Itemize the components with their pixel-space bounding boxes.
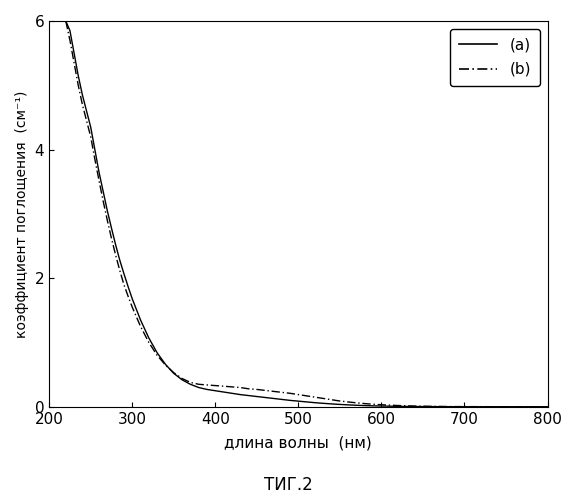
(b) [503, 404, 509, 409]
(a) [162, 362, 169, 368]
X-axis label: длина волны  (нм): длина волны (нм) [224, 435, 372, 450]
(a) [237, 392, 243, 398]
(b) [544, 404, 551, 409]
(b) [162, 362, 169, 368]
Text: ΤИГ.2: ΤИГ.2 [264, 476, 313, 494]
Line: (a): (a) [66, 21, 548, 406]
(a) [100, 188, 107, 194]
(a) [544, 404, 551, 409]
(b) [253, 386, 260, 392]
Line: (b): (b) [66, 21, 548, 406]
(a) [461, 404, 468, 409]
(a) [253, 394, 260, 400]
Y-axis label: коэффициент поглощения  (см⁻¹): коэффициент поглощения (см⁻¹) [15, 90, 29, 338]
(b) [100, 198, 107, 204]
(a) [295, 398, 302, 404]
(b) [237, 384, 243, 390]
Legend: (a), (b): (a), (b) [449, 28, 540, 86]
(b) [62, 18, 69, 24]
(a) [62, 18, 69, 24]
(a) [262, 394, 269, 400]
(b) [295, 392, 302, 398]
(b) [262, 388, 269, 394]
